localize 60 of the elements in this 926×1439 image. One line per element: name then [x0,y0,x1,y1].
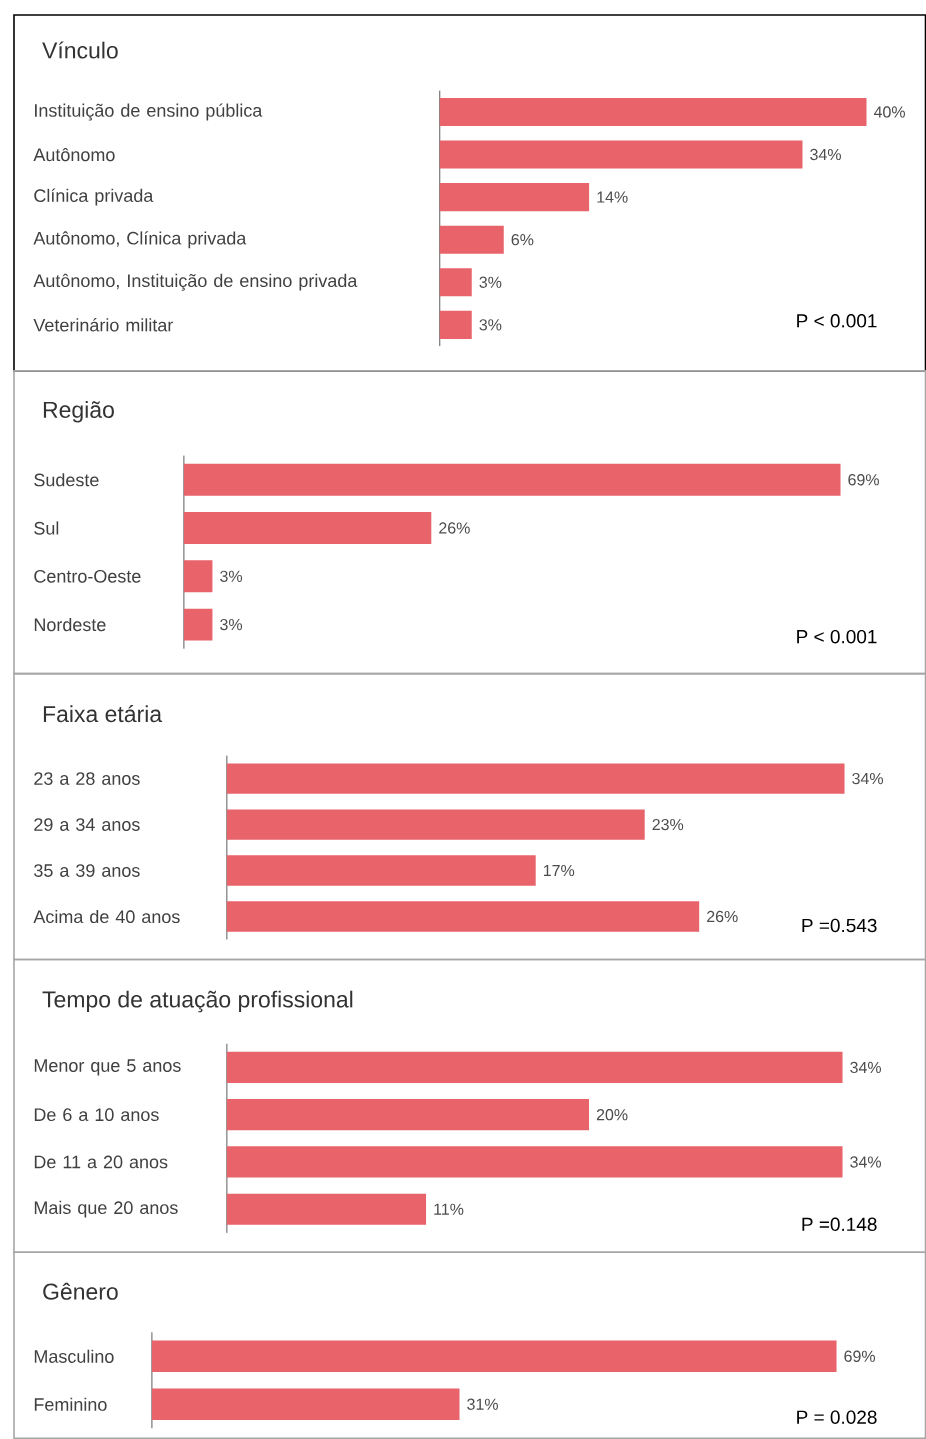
data-label: 31% [466,1398,498,1410]
y-tick-label: Clínica privada [34,188,154,206]
data-label: 40% [873,106,905,118]
data-label: 3% [219,618,242,631]
y-tick-label: Feminino [34,1397,107,1411]
data-label: 6% [511,234,534,246]
annotation: P =0.148 [802,1217,877,1232]
chart-title: Tempo de atuação profissional [42,990,353,1013]
bar [439,310,472,339]
y-tick-label: Sul [33,521,58,535]
data-label: 3% [219,570,242,582]
y-tick-label: Mais que 20 anos [34,1200,178,1218]
data-label: 14% [597,191,628,203]
y-tick-label: De 6 a 10 anos [34,1108,159,1122]
y-tick-label: Menor que 5 anos [34,1059,181,1076]
bar [439,183,589,212]
data-label: 69% [844,1350,875,1362]
bar [226,901,699,932]
data-label: 69% [848,474,879,486]
annotation: P < 0.001 [796,629,877,644]
bar [439,225,504,254]
text: Vínculo [41,41,118,59]
data-label: 3% [479,319,502,331]
bar [439,97,867,126]
annotation: P < 0.001 [796,314,877,328]
y-tick-label: Autônomo, Instituição de ensino privada [33,273,358,291]
data-label: 26% [438,522,470,534]
bar [226,809,645,840]
y-tick-label: Autônomo, Clínica privada [33,231,247,249]
bar [439,140,803,169]
bar [226,763,845,794]
data-label: 34% [849,1156,881,1168]
y-tick-label: Nordeste [34,617,106,632]
bar [226,855,536,886]
y-tick-label: Autônomo [33,147,115,162]
annotation: P = 0.028 [796,1410,877,1424]
data-label: 3% [479,276,502,288]
y-tick-label: Instituição de ensino pública [34,103,263,121]
y-tick-label: Centro-Oeste [34,569,141,583]
data-label: 17% [543,864,574,877]
y-tick-label: 23 a 28 anos [34,772,140,785]
data-label: 20% [596,1109,628,1121]
chart-title: Região [43,401,114,423]
data-label: 34% [851,772,883,785]
data-label: 26% [706,910,738,923]
y-tick-label: 29 a 34 anos [34,818,140,831]
data-label: 23% [652,818,683,831]
y-tick-label: Veterinário militar [33,318,173,332]
y-tick-label: Masculino [34,1349,114,1363]
data-label: 34% [809,148,841,161]
bar [439,268,472,297]
y-tick-label: 35 a 39 anos [33,864,140,877]
data-label: 34% [849,1061,881,1074]
y-tick-label: De 11 a 20 anos [34,1155,168,1169]
y-tick-label: Acima de 40 anos [33,909,180,924]
chart-title: Gênero [42,1282,118,1300]
chart-title: Faixa etária [43,705,162,723]
annotation: P =0.543 [802,918,877,933]
y-tick-label: Sudeste [33,473,99,487]
data-label: 11% [434,1203,464,1215]
